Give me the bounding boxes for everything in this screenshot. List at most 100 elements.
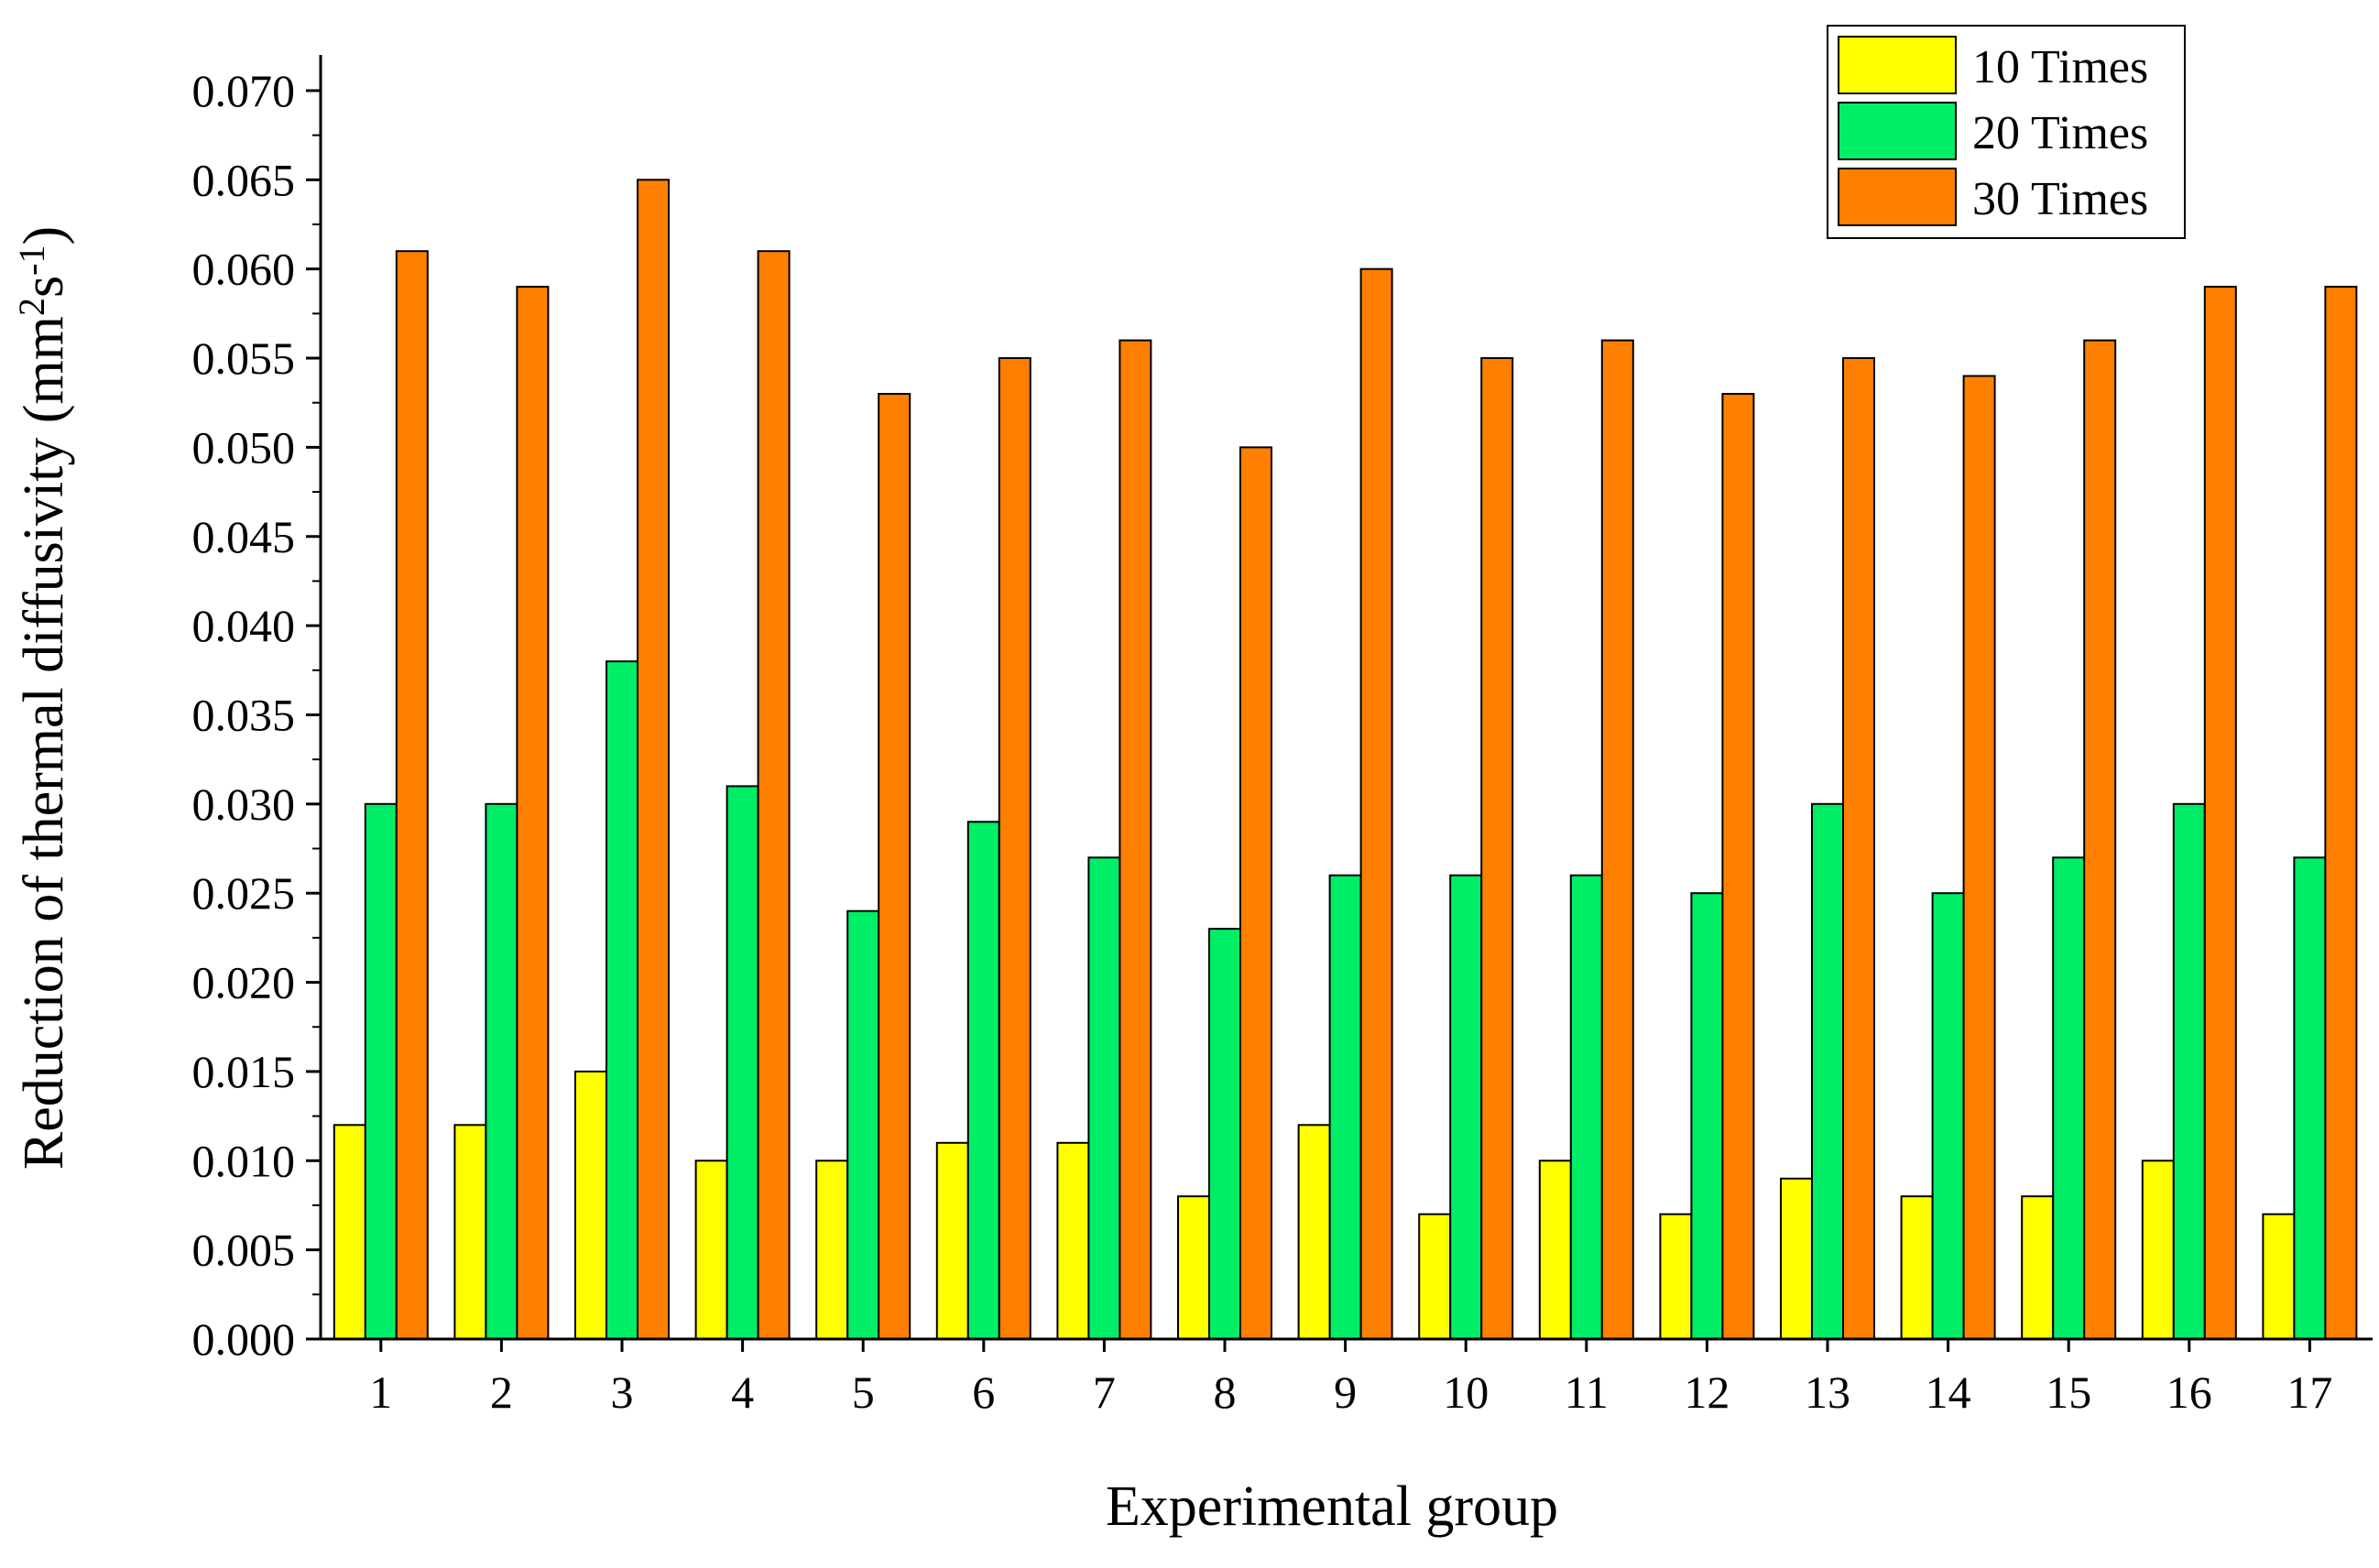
x-tick-label-9: 9: [1334, 1367, 1357, 1418]
bar-20-times-group-15: [2052, 856, 2086, 1341]
bar-30-times-group-8: [1239, 446, 1272, 1340]
y-tick-label-0.050: 0.050: [192, 421, 296, 473]
x-tick-label-3: 3: [611, 1367, 634, 1418]
y-tick-label-0.045: 0.045: [192, 511, 296, 562]
y-tick-label-0.025: 0.025: [192, 867, 296, 919]
y-tick-label-0.005: 0.005: [192, 1225, 296, 1276]
legend: 10 Times 20 Times 30 Times: [1827, 25, 2186, 239]
bar-30-times-group-1: [395, 250, 429, 1341]
bar-30-times-group-11: [1600, 339, 1634, 1341]
bar-20-times-group-12: [1690, 892, 1724, 1340]
bar-10-times-group-2: [453, 1124, 487, 1341]
bar-20-times-group-6: [966, 821, 1000, 1340]
x-tick-label-6: 6: [972, 1367, 995, 1418]
bar-20-times-group-17: [2293, 856, 2327, 1341]
x-tick-label-16: 16: [2166, 1367, 2212, 1418]
bar-10-times-group-9: [1297, 1124, 1331, 1341]
x-tick-label-17: 17: [2286, 1367, 2332, 1418]
y-tick-label-0.040: 0.040: [192, 600, 296, 651]
y-tick-label-0.015: 0.015: [192, 1046, 296, 1097]
bar-20-times-group-10: [1449, 874, 1483, 1340]
bar-10-times-group-5: [815, 1160, 849, 1341]
x-tick-label-14: 14: [1926, 1367, 1971, 1418]
bar-20-times-group-11: [1569, 874, 1603, 1340]
x-tick-label-4: 4: [731, 1367, 754, 1418]
y-axis-title: Reduction of thermal diffusivity (mm2s-1…: [11, 226, 75, 1170]
legend-label-10-times: 10 Times: [1972, 41, 2148, 93]
bar-10-times-group-14: [1900, 1195, 1934, 1340]
y-tick-label-0.010: 0.010: [192, 1135, 296, 1186]
bar-30-times-group-14: [1962, 375, 1996, 1340]
y-tick-label-0.060: 0.060: [192, 244, 296, 295]
bar-10-times-group-1: [333, 1124, 366, 1341]
bar-20-times-group-1: [364, 802, 398, 1340]
legend-swatch-30-times: [1838, 168, 1957, 226]
bar-30-times-group-2: [516, 286, 550, 1341]
legend-label-20-times: 20 Times: [1972, 107, 2148, 159]
y-tick-label-0.070: 0.070: [192, 65, 296, 116]
legend-label-30-times: 30 Times: [1972, 173, 2148, 225]
bar-30-times-group-6: [998, 357, 1031, 1340]
y-tick-label-0.055: 0.055: [192, 332, 296, 384]
legend-swatch-20-times: [1838, 102, 1957, 160]
bar-10-times-group-13: [1780, 1177, 1813, 1341]
bar-30-times-group-7: [1119, 339, 1152, 1341]
bar-30-times-group-17: [2324, 286, 2358, 1341]
bar-30-times-group-10: [1480, 357, 1514, 1340]
y-axis-title-end: ): [13, 226, 75, 245]
bar-30-times-group-13: [1842, 357, 1875, 1340]
x-tick-label-5: 5: [852, 1367, 875, 1418]
x-tick-label-10: 10: [1443, 1367, 1489, 1418]
bar-30-times-group-16: [2203, 286, 2237, 1341]
x-tick-label-12: 12: [1684, 1367, 1730, 1418]
y-tick-label-0.020: 0.020: [192, 957, 296, 1008]
bar-20-times-group-16: [2172, 802, 2206, 1340]
bar-20-times-group-5: [846, 909, 880, 1340]
y-tick-label-0.000: 0.000: [192, 1313, 296, 1365]
y-axis-title-sup2: -1: [11, 245, 52, 276]
bar-10-times-group-10: [1418, 1213, 1452, 1340]
bar-30-times-group-3: [637, 179, 670, 1340]
x-tick-label-7: 7: [1093, 1367, 1116, 1418]
bar-20-times-group-9: [1328, 874, 1362, 1340]
x-tick-label-11: 11: [1565, 1367, 1609, 1418]
y-tick-label-0.035: 0.035: [192, 689, 296, 740]
bar-10-times-group-4: [694, 1160, 728, 1341]
bar-10-times-group-11: [1538, 1160, 1572, 1341]
x-tick-label-2: 2: [490, 1367, 513, 1418]
bar-20-times-group-7: [1087, 856, 1121, 1341]
bar-10-times-group-8: [1177, 1195, 1210, 1340]
x-tick-label-13: 13: [1805, 1367, 1850, 1418]
ticks-group: 1 2 3 4 5 6 7 8 9 10 11 12 13 14 15 16 170.0000.0050.010…: [192, 65, 2333, 1418]
bar-30-times-group-4: [757, 250, 791, 1341]
x-tick-label-15: 15: [2046, 1367, 2091, 1418]
bar-30-times-group-5: [878, 393, 911, 1340]
bar-30-times-group-12: [1721, 393, 1755, 1340]
y-tick-label-0.030: 0.030: [192, 779, 296, 830]
bar-20-times-group-13: [1811, 802, 1844, 1340]
bar-10-times-group-16: [2141, 1160, 2175, 1341]
legend-swatch-10-times: [1838, 36, 1957, 94]
x-tick-label-8: 8: [1214, 1367, 1237, 1418]
bar-10-times-group-7: [1056, 1141, 1090, 1341]
bar-20-times-group-2: [485, 802, 518, 1340]
bar-20-times-group-4: [726, 785, 759, 1340]
bars-group: [333, 179, 2358, 1341]
y-axis-title-sup1: 2: [11, 298, 52, 316]
bar-20-times-group-3: [606, 660, 638, 1340]
y-tick-label-0.065: 0.065: [192, 154, 296, 205]
bar-10-times-group-12: [1659, 1213, 1693, 1340]
y-axis-title-main: Reduction of thermal diffusivity (mm: [13, 316, 75, 1170]
bar-20-times-group-14: [1931, 892, 1965, 1340]
x-tick-label-1: 1: [369, 1367, 392, 1418]
bar-30-times-group-15: [2083, 339, 2117, 1341]
x-axis-title: Experimental group: [1106, 1475, 1558, 1538]
bar-10-times-group-6: [935, 1141, 969, 1341]
bar-10-times-group-17: [2262, 1213, 2296, 1340]
y-axis-title-mid: s: [13, 276, 75, 298]
bar-10-times-group-3: [574, 1070, 607, 1341]
bar-10-times-group-15: [2021, 1195, 2055, 1340]
bar-30-times-group-9: [1359, 267, 1393, 1341]
bar-20-times-group-8: [1208, 928, 1241, 1340]
